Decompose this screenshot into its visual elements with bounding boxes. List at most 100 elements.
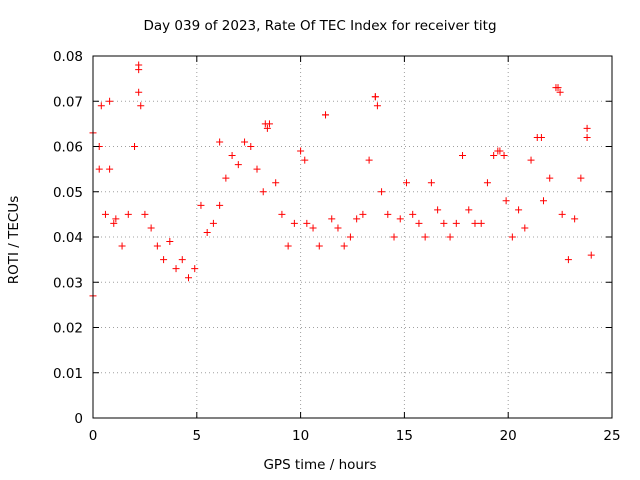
data-point [166, 238, 174, 246]
y-tick-label: 0.08 [53, 49, 83, 65]
data-point [284, 242, 292, 250]
data-point [216, 201, 224, 209]
data-point [500, 152, 508, 160]
y-tick-label: 0.01 [53, 366, 83, 382]
data-point [153, 242, 161, 250]
data-point [106, 97, 114, 105]
data-point [558, 210, 566, 218]
data-point [131, 143, 139, 150]
data-point [583, 124, 591, 132]
data-point [297, 147, 305, 155]
grid-lines [93, 56, 612, 418]
data-point [216, 138, 224, 146]
data-point [135, 66, 143, 74]
data-point [209, 219, 217, 227]
data-point [527, 156, 535, 164]
data-point [263, 124, 271, 132]
data-point [172, 265, 180, 273]
data-point [278, 210, 286, 218]
data-point [253, 165, 261, 173]
data-point [334, 224, 342, 232]
data-points [89, 61, 595, 300]
data-point [409, 210, 417, 218]
data-point [101, 210, 109, 218]
data-point [178, 256, 186, 264]
data-point [290, 219, 298, 227]
data-point [427, 179, 435, 187]
data-point [415, 219, 423, 227]
data-point [537, 133, 545, 141]
y-axis-ticks: 0 0.01 0.02 0.03 0.04 0.05 0.06 0.07 0.08 [53, 49, 612, 427]
data-point [261, 120, 269, 128]
data-point [309, 224, 317, 232]
data-point [228, 152, 236, 160]
data-point [471, 219, 479, 227]
y-tick-label: 0.03 [53, 275, 83, 291]
data-point [322, 111, 330, 119]
x-tick-label: 0 [89, 428, 98, 444]
data-point [272, 179, 280, 187]
data-point [137, 102, 145, 110]
data-point [359, 210, 367, 218]
x-tick-label: 10 [292, 428, 309, 444]
x-axis-ticks: 0 5 10 15 20 25 [89, 56, 621, 444]
data-point [95, 165, 103, 173]
y-tick-label: 0 [74, 411, 83, 427]
data-point [371, 93, 379, 101]
data-point [577, 174, 585, 182]
data-point [373, 102, 381, 110]
y-tick-label: 0.06 [53, 140, 83, 156]
data-point [234, 161, 242, 169]
data-point [301, 156, 309, 164]
data-point [97, 102, 105, 110]
data-point [502, 197, 510, 205]
data-point [440, 219, 448, 227]
data-point [483, 179, 491, 187]
data-point [118, 242, 126, 250]
data-point [556, 88, 564, 96]
data-point [340, 242, 348, 250]
data-point [539, 197, 547, 205]
data-point [147, 224, 155, 232]
x-tick-label: 15 [396, 428, 413, 444]
y-tick-label: 0.02 [53, 321, 83, 337]
x-axis-label: GPS time / hours [263, 457, 377, 473]
y-tick-label: 0.05 [53, 185, 83, 201]
data-point [421, 233, 429, 241]
data-point [490, 152, 498, 160]
chart-title: Day 039 of 2023, Rate Of TEC Index for r… [143, 18, 497, 34]
data-point [303, 219, 311, 227]
data-point [477, 219, 485, 227]
data-point [241, 138, 249, 146]
y-tick-label: 0.04 [53, 230, 83, 246]
data-point [546, 174, 554, 182]
data-point [396, 215, 404, 223]
data-point [135, 88, 143, 96]
data-point [106, 165, 114, 173]
y-tick-label: 0.07 [53, 94, 83, 110]
data-point [328, 215, 336, 223]
data-point [110, 219, 118, 227]
data-point [112, 215, 120, 223]
data-point [247, 143, 255, 150]
data-point [378, 188, 386, 196]
data-point [459, 152, 467, 160]
data-point [222, 174, 230, 182]
y-axis-label: ROTI / TECUs [6, 195, 22, 285]
data-point [465, 206, 473, 214]
data-point [365, 156, 373, 164]
data-point [141, 210, 149, 218]
data-point [124, 210, 132, 218]
x-tick-label: 25 [603, 428, 620, 444]
data-point [390, 233, 398, 241]
data-point [315, 242, 323, 250]
data-point [259, 188, 267, 196]
data-point [508, 233, 516, 241]
data-point [521, 224, 529, 232]
data-point [554, 84, 562, 92]
data-point [184, 274, 192, 282]
x-tick-label: 20 [500, 428, 517, 444]
data-point [494, 147, 502, 155]
data-point [571, 215, 579, 223]
